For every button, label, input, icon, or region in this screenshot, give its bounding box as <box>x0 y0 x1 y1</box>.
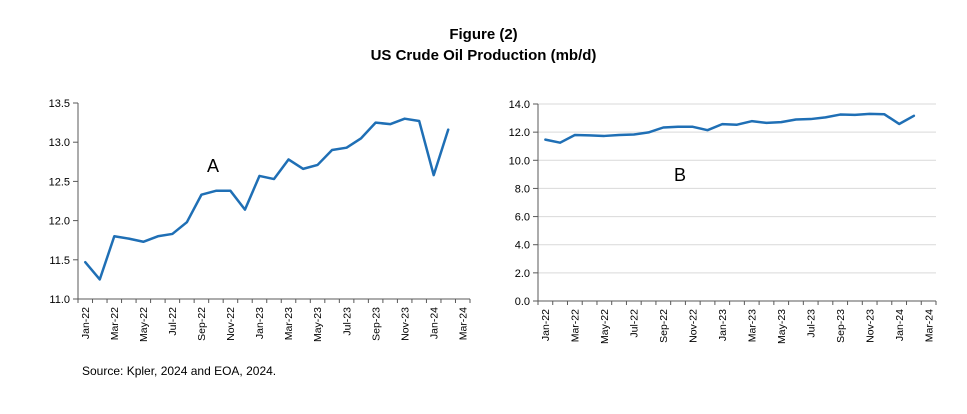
chart-b-x-tick-label: Jul-22 <box>628 309 640 338</box>
figure-label: Figure (2) <box>449 26 518 43</box>
chart-b-x-tick-label: Mar-23 <box>746 309 758 342</box>
chart-b-series-line <box>544 112 916 144</box>
chart-a-x-tick-label: May-23 <box>312 307 324 342</box>
chart-a-x-tick-label: Nov-22 <box>225 307 237 341</box>
chart-b-y-tick-label: 14.0 <box>509 99 530 111</box>
chart-a-x-tick-label: Sep-23 <box>370 307 382 341</box>
chart-b-x-tick-label: Jan-24 <box>894 309 906 341</box>
chart-a-y-tick-label: 13.0 <box>49 137 70 149</box>
chart-b-y-tick-label: 6.0 <box>515 212 530 224</box>
chart-b-x-tick-label: Mar-22 <box>570 309 582 342</box>
chart-a-y-tick-label: 12.0 <box>49 216 70 228</box>
chart-b-y-tick-label: 0.0 <box>515 296 530 308</box>
chart-a-x-tick-label: Mar-23 <box>283 307 295 340</box>
chart-b-y-tick-label: 10.0 <box>509 155 530 167</box>
chart-b-y-tick-label: 4.0 <box>515 240 530 252</box>
figure-title: US Crude Oil Production (mb/d) <box>370 47 597 64</box>
chart-b-x-tick-label: Jan-23 <box>717 309 729 341</box>
chart-a-x-tick-label: Jan-24 <box>428 307 440 339</box>
chart-b-x-tick-label: Nov-23 <box>864 309 876 343</box>
figure-heading: Figure (2) US Crude Oil Production (mb/d… <box>0 24 967 66</box>
source-note: Source: Kpler, 2024 and EOA, 2024. <box>82 364 277 378</box>
chart-b-x-tick-label: May-23 <box>776 309 788 344</box>
chart-a-y-tick-label: 11.5 <box>49 255 70 267</box>
chart-a-x-tick-label: Jan-23 <box>254 307 266 339</box>
chart-b-y-tick-label: 8.0 <box>515 183 530 195</box>
chart-b-annotation: B <box>674 165 686 185</box>
chart-a-annotation: A <box>207 156 219 176</box>
chart-a-y-tick-label: 12.5 <box>49 176 70 188</box>
chart-a-x-tick-label: Mar-24 <box>457 307 469 340</box>
chart-b-x-tick-label: Jan-22 <box>540 309 552 341</box>
chart-a-x-tick-label: Sep-22 <box>196 307 208 341</box>
chart-b-x-tick-label: May-22 <box>599 309 611 344</box>
chart-a-x-tick-label: Jan-22 <box>80 307 92 339</box>
chart-a-x-tick-label: Mar-22 <box>109 307 121 340</box>
chart-a-y-tick-label: 13.5 <box>49 98 70 110</box>
chart-a-series-line <box>84 117 450 281</box>
chart-a-y-tick-label: 11.0 <box>49 294 70 306</box>
chart-b-x-tick-label: Nov-22 <box>687 309 699 343</box>
chart-b-x-tick-label: Sep-23 <box>835 309 847 343</box>
chart-a-x-tick-label: Nov-23 <box>399 307 411 341</box>
chart-a-x-tick-label: Jul-22 <box>167 307 179 336</box>
chart-b-y-tick-label: 2.0 <box>515 268 530 280</box>
chart-b-x-tick-label: Jul-23 <box>805 309 817 338</box>
chart-b-x-tick-label: Mar-24 <box>923 309 935 342</box>
chart-a-x-tick-label: Jul-23 <box>341 307 353 336</box>
chart-b-x-tick-label: Sep-22 <box>658 309 670 343</box>
chart-a-x-tick-label: May-22 <box>138 307 150 342</box>
chart-b-y-tick-label: 12.0 <box>509 127 530 139</box>
